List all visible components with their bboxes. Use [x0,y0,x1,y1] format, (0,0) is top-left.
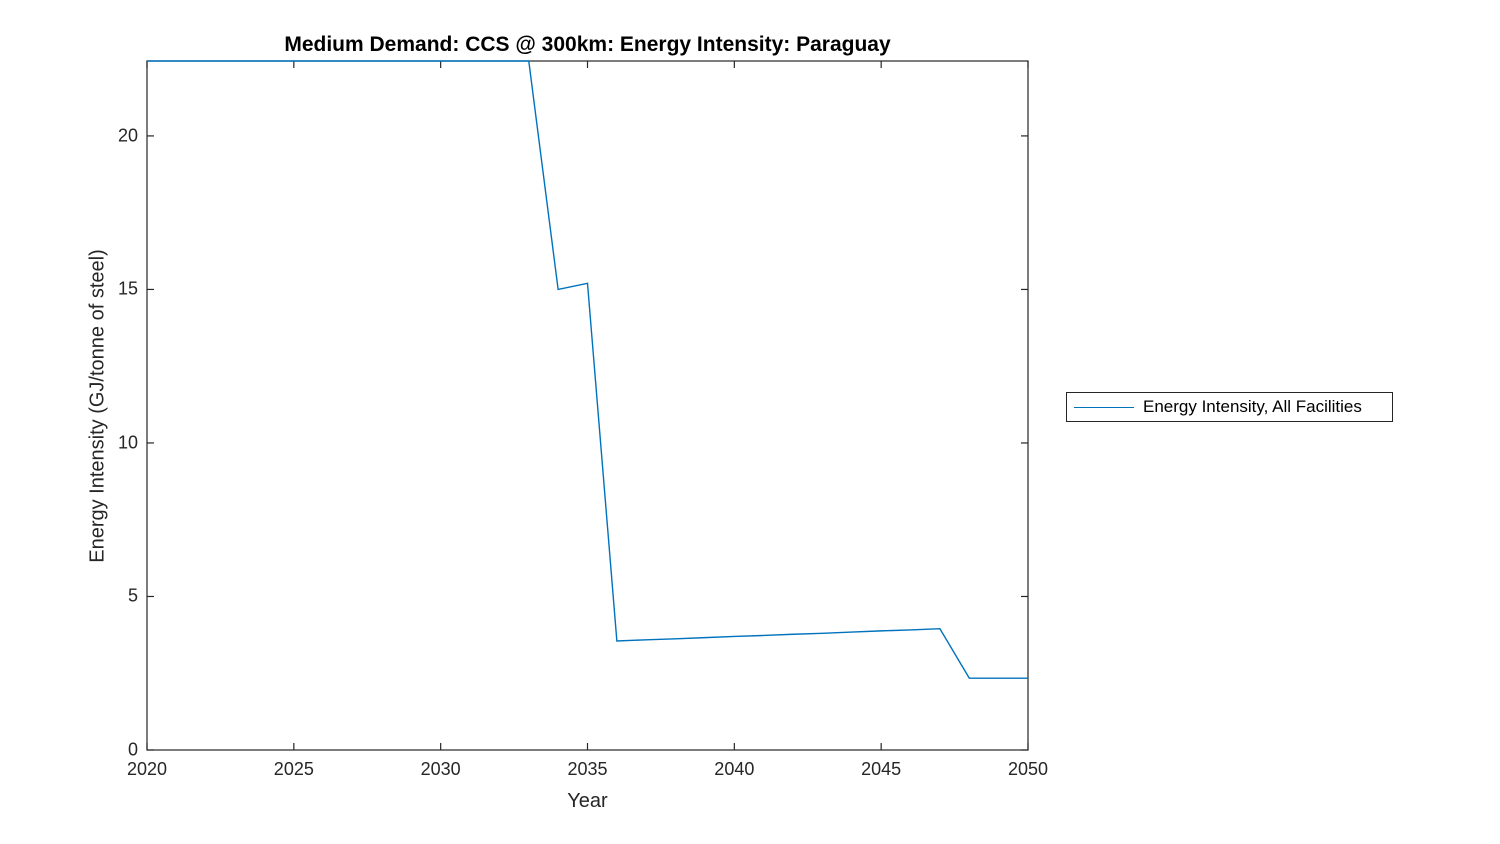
y-tick-label: 10 [117,432,138,453]
x-tick-label: 2025 [273,759,314,779]
chart-title: Medium Demand: CCS @ 300km: Energy Inten… [284,33,891,56]
x-tick-label: 2040 [714,759,755,779]
axes-box [146,60,1029,751]
x-axis-label: Year [567,790,608,812]
x-tick-label: 2020 [126,759,168,779]
y-tick-label: 15 [117,278,138,299]
y-tick-label: 20 [117,125,138,146]
legend-line-sample-icon [1074,406,1134,408]
legend-entry-label: Energy Intensity, All Facilities [1143,397,1362,416]
legend: Energy Intensity, All Facilities [1066,392,1393,422]
x-tick-label: 2045 [861,759,902,779]
x-tick-label: 2050 [1007,759,1049,779]
data-line [147,60,1028,679]
x-tick-label: 2035 [567,759,608,779]
y-tick-label: 5 [127,585,138,606]
x-tick-label: 2030 [420,759,461,779]
y-tick-label: 0 [127,739,138,760]
